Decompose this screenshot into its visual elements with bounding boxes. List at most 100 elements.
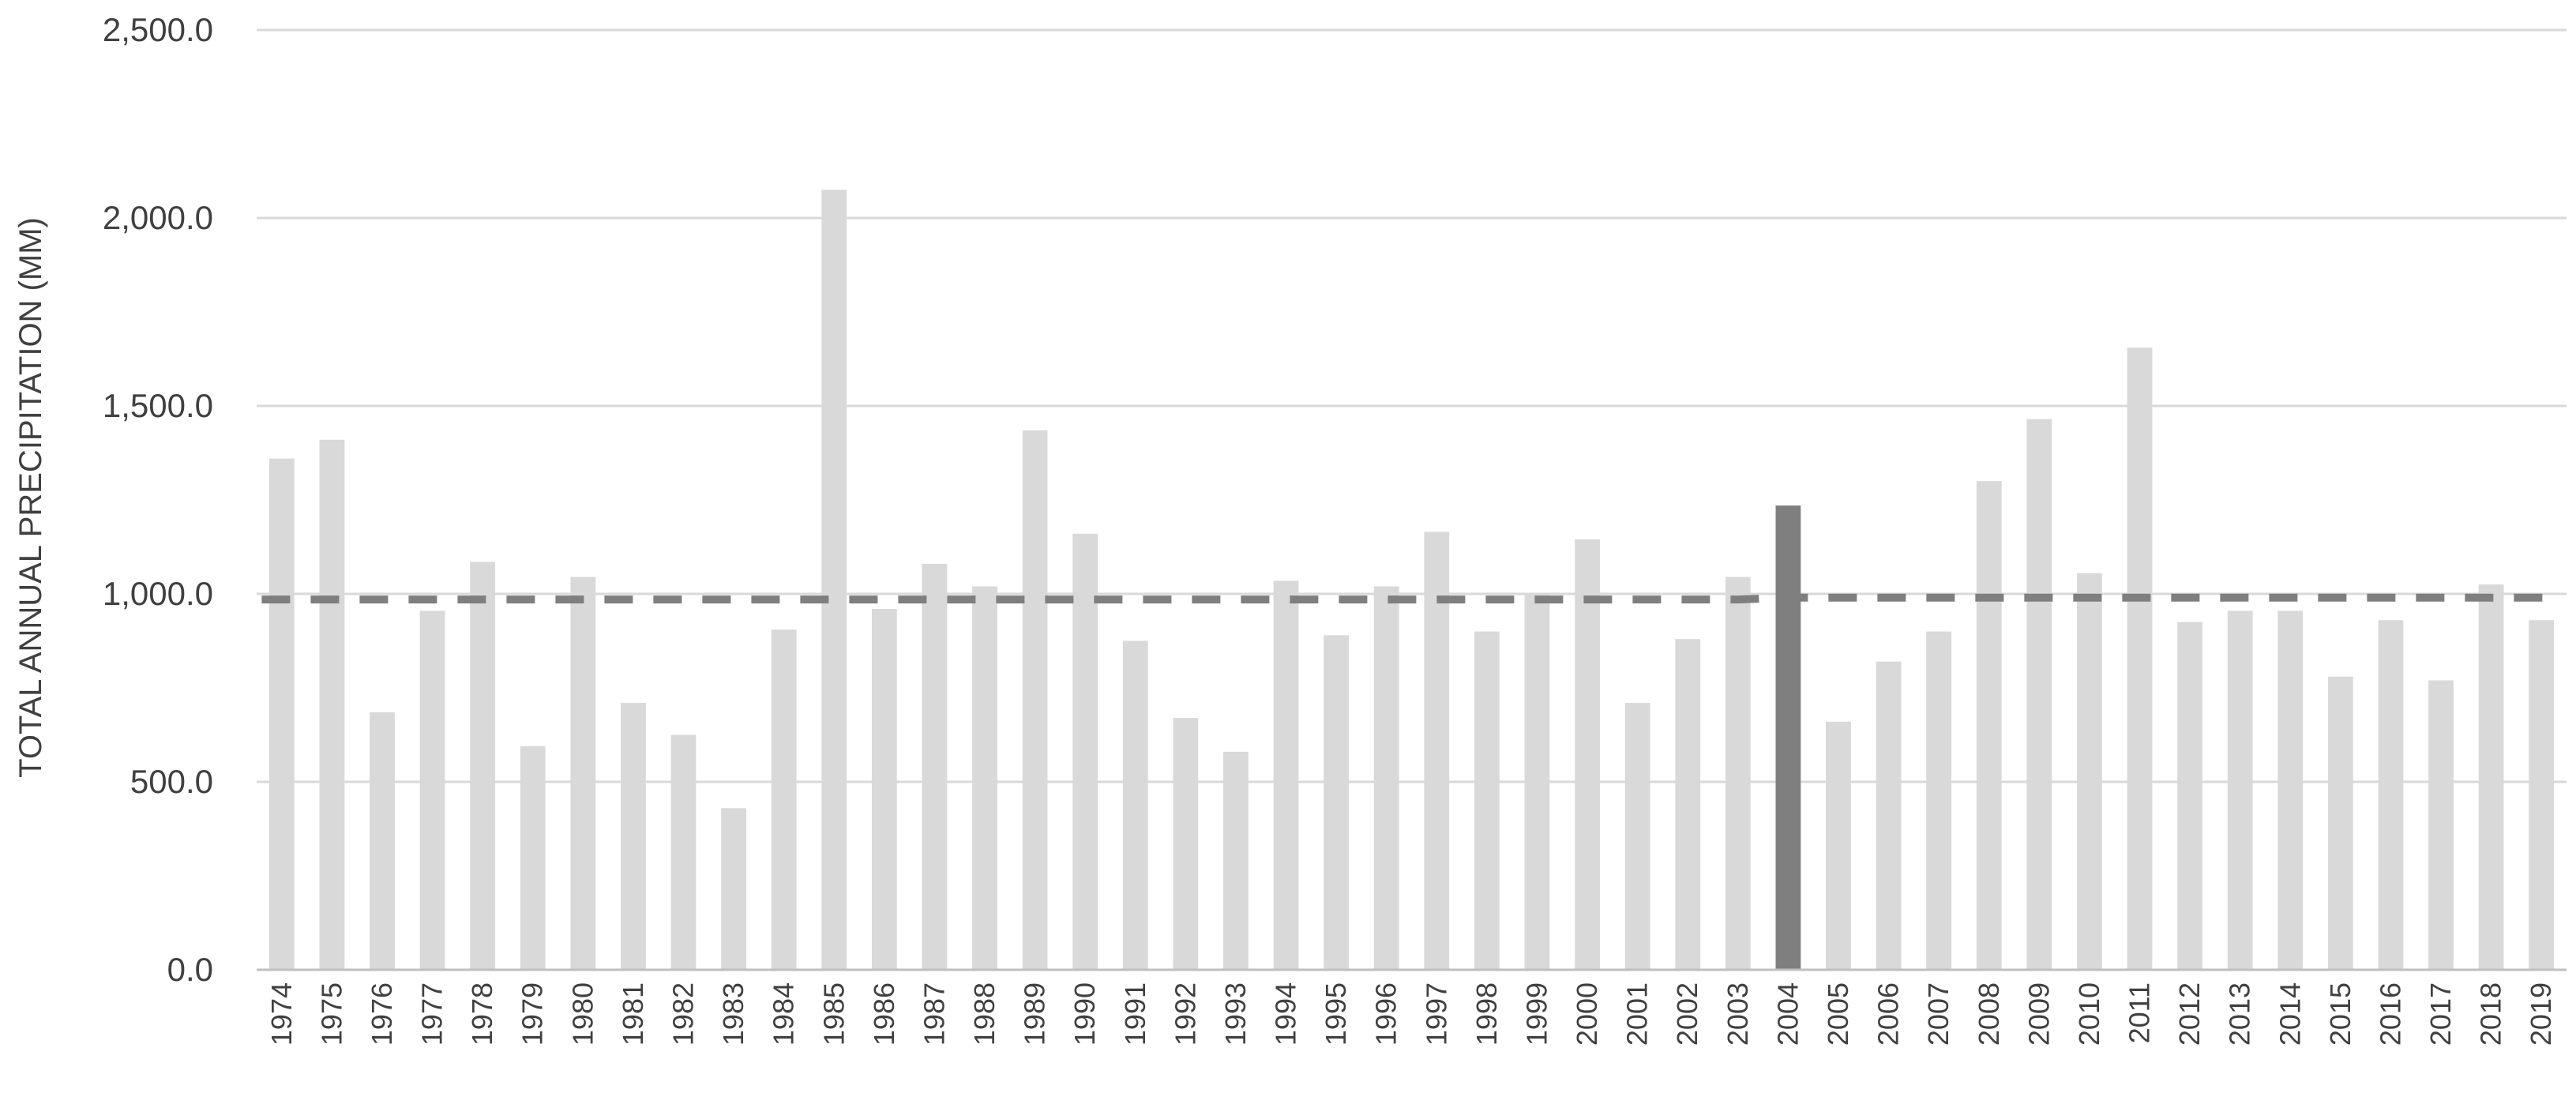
x-tick-label: 2008 xyxy=(1973,982,2005,1046)
bar xyxy=(1926,631,1952,970)
x-tick-label: 2014 xyxy=(2274,982,2306,1046)
x-tick-label: 1974 xyxy=(265,982,298,1046)
x-tick-label: 2007 xyxy=(1922,982,1955,1046)
bar xyxy=(268,458,295,970)
y-tick-label: 500.0 xyxy=(130,763,213,800)
y-tick-label: 2,000.0 xyxy=(103,199,213,236)
bar xyxy=(972,586,997,970)
x-tick-label: 1998 xyxy=(1470,982,1503,1046)
x-tick-label: 2002 xyxy=(1671,982,1703,1046)
x-tick-label: 1983 xyxy=(717,982,749,1046)
x-tick-label: 1986 xyxy=(868,982,900,1046)
x-tick-label: 2005 xyxy=(1822,982,1854,1046)
bar xyxy=(2378,620,2404,970)
y-tick-label: 1,000.0 xyxy=(103,575,213,612)
bar xyxy=(771,629,797,970)
bars xyxy=(268,190,2555,971)
x-tick-label: 1994 xyxy=(1270,982,1302,1046)
x-tick-label: 1989 xyxy=(1019,982,1051,1046)
bar xyxy=(1725,577,1751,970)
bar xyxy=(419,610,445,970)
bar xyxy=(570,577,596,970)
x-tick-label: 2003 xyxy=(1722,982,1754,1046)
x-tick-label: 1990 xyxy=(1068,982,1101,1046)
bar xyxy=(1876,661,1902,970)
x-tick-labels: 1974 1975 1976 1977 1978 1979 1980 1981 1982 1983… xyxy=(265,982,2557,1046)
bar xyxy=(1675,639,1701,970)
x-tick-label: 1991 xyxy=(1119,982,1151,1046)
bar xyxy=(670,734,697,970)
x-tick-label: 2016 xyxy=(2374,982,2406,1046)
x-tick-label: 2015 xyxy=(2324,982,2356,1046)
x-tick-label: 2017 xyxy=(2424,982,2457,1046)
x-tick-label: 2010 xyxy=(2073,982,2105,1046)
x-tick-label: 1976 xyxy=(366,982,398,1046)
x-tick-label: 2019 xyxy=(2525,982,2557,1046)
bar xyxy=(1072,533,1098,970)
x-tick-label: 1981 xyxy=(617,982,649,1046)
bar xyxy=(922,563,948,970)
bar xyxy=(370,712,395,970)
x-tick-label: 2009 xyxy=(2022,982,2055,1046)
bar xyxy=(1173,718,1199,970)
x-tick-label: 1979 xyxy=(516,982,549,1046)
bar xyxy=(1826,721,1851,970)
bar xyxy=(1474,631,1500,970)
bar xyxy=(2327,676,2353,970)
x-tick-label: 2006 xyxy=(1872,982,1905,1046)
bar xyxy=(2177,622,2202,970)
x-tick-label: 1980 xyxy=(566,982,599,1046)
bar xyxy=(1273,580,1299,970)
bar xyxy=(319,439,345,970)
bar xyxy=(1575,539,1600,970)
y-axis-title: TOTAL ANNUAL PRECIPITATION (MM) xyxy=(13,217,48,778)
x-tick-label: 1988 xyxy=(968,982,1001,1046)
x-tick-label: 1995 xyxy=(1320,982,1352,1046)
bar xyxy=(621,703,646,970)
x-tick-label: 2012 xyxy=(2173,982,2206,1046)
bar xyxy=(1373,586,1399,970)
bar xyxy=(1122,640,1148,970)
bar xyxy=(2227,610,2253,970)
bar xyxy=(1324,635,1350,970)
x-tick-label: 1987 xyxy=(918,982,950,1046)
x-tick-label: 2000 xyxy=(1571,982,1603,1046)
bar xyxy=(2529,620,2555,970)
x-tick-label: 2011 xyxy=(2124,982,2156,1043)
bar xyxy=(2277,610,2304,970)
x-tick-label: 1996 xyxy=(1370,982,1403,1046)
x-tick-label: 2001 xyxy=(1621,982,1654,1046)
x-tick-label: 2013 xyxy=(2224,982,2256,1046)
average-dashed-line xyxy=(261,593,2544,604)
y-tick-labels: 0.0 500.0 1,000.0 1,500.0 2,000.0 2,500.0 xyxy=(103,11,213,988)
x-tick-label: 1982 xyxy=(667,982,700,1046)
bar xyxy=(1424,531,1450,970)
reference-line xyxy=(261,593,2544,604)
bar xyxy=(470,562,496,970)
gridlines xyxy=(257,28,2567,783)
bar xyxy=(2478,584,2504,970)
bar xyxy=(871,609,897,970)
bar xyxy=(1223,751,1249,970)
y-tick-label: 2,500.0 xyxy=(103,11,213,48)
bar xyxy=(1524,594,1550,970)
x-tick-label: 1975 xyxy=(315,982,347,1046)
x-tick-label: 1993 xyxy=(1219,982,1252,1046)
x-tick-label: 1997 xyxy=(1420,982,1452,1046)
x-tick-label: 1977 xyxy=(416,982,449,1046)
bar xyxy=(2026,419,2052,970)
bar xyxy=(2428,680,2454,970)
x-tick-label: 2018 xyxy=(2475,982,2507,1046)
bar-highlighted xyxy=(1775,505,1801,970)
bar xyxy=(1976,481,2002,970)
x-tick-label: 1999 xyxy=(1521,982,1553,1046)
y-tick-label: 0.0 xyxy=(167,951,213,988)
bar xyxy=(821,190,847,971)
x-tick-label: 1984 xyxy=(768,982,800,1046)
bar xyxy=(2077,573,2102,970)
bar xyxy=(2127,347,2153,971)
bar xyxy=(520,746,546,970)
bar xyxy=(1022,430,1048,970)
bar xyxy=(1624,703,1650,970)
